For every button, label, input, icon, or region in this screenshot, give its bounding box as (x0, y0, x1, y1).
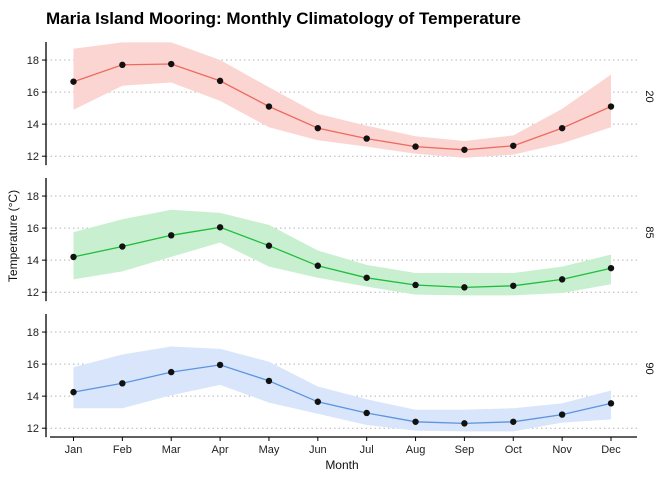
x-tick-label: Sep (455, 444, 475, 456)
data-point (314, 124, 322, 132)
x-tick-label: Aug (406, 444, 426, 456)
data-point (70, 253, 77, 261)
series-line (73, 63, 612, 151)
facet-panel-20: 12 14 16 18 20 (27, 42, 655, 166)
data-point (510, 418, 517, 425)
data-point (216, 361, 224, 369)
x-tick-label: Dec (601, 444, 621, 456)
data-point (461, 420, 468, 427)
data-point (265, 103, 273, 110)
y-tick-label: 14 (27, 119, 39, 131)
data-point (216, 224, 224, 231)
data-point (119, 380, 126, 387)
data-point (363, 409, 370, 417)
data-point (558, 411, 566, 418)
y-tick-label: 18 (27, 327, 39, 339)
data-point (119, 243, 126, 250)
y-tick-label: 12 (27, 423, 39, 435)
data-point (607, 400, 615, 407)
data-point (558, 124, 566, 132)
x-tick-label: Feb (113, 444, 132, 456)
data-point (607, 264, 615, 272)
data-point (314, 398, 322, 405)
data-point (168, 232, 175, 239)
y-tick-label: 16 (27, 223, 39, 235)
x-tick-label: Jan (65, 444, 83, 456)
facet-label: 90 (643, 362, 655, 374)
data-point (265, 242, 273, 249)
y-tick-label: 12 (27, 287, 39, 299)
data-point (216, 77, 224, 85)
y-axis-title: Temperature (°C) (6, 190, 20, 282)
series-line (73, 364, 612, 425)
x-tick-label: Apr (212, 444, 229, 456)
y-tick-label: 16 (27, 359, 39, 371)
data-point (510, 282, 517, 289)
x-axis: Jan Feb Mar Apr May Jun Jul Aug Sep Oct Nov Dec (50, 436, 637, 456)
data-point (558, 276, 566, 283)
data-point (265, 377, 273, 385)
y-tick-label: 18 (27, 191, 39, 203)
data-point (363, 274, 370, 281)
data-point (168, 60, 175, 68)
data-point (412, 143, 419, 150)
x-tick-label: Mar (162, 444, 181, 456)
series-line (73, 226, 612, 289)
confidence-band (73, 209, 611, 296)
data-point (461, 284, 468, 291)
y-tick-label: 14 (27, 391, 39, 403)
facet-panels: 12 14 16 18 20 12 14 16 18 85 12 14 16 18 90 (27, 42, 655, 438)
x-axis-title: Month (325, 458, 358, 472)
y-tick-label: 18 (27, 55, 39, 67)
data-point (70, 388, 77, 396)
data-point (607, 103, 615, 110)
x-tick-label: Jul (360, 444, 374, 456)
data-point (119, 61, 126, 69)
data-point (363, 135, 370, 142)
data-point (168, 368, 175, 376)
x-tick-label: Oct (505, 444, 522, 456)
y-tick-label: 16 (27, 87, 39, 99)
confidence-band (73, 346, 611, 432)
facet-label: 20 (643, 90, 655, 102)
confidence-band (73, 42, 611, 158)
facet-panel-85: 12 14 16 18 85 (27, 178, 655, 302)
facet-panel-90: 12 14 16 18 90 (27, 314, 655, 438)
data-point (510, 142, 517, 149)
x-tick-label: May (259, 444, 280, 456)
data-point (314, 262, 322, 269)
y-tick-label: 14 (27, 255, 39, 267)
data-point (461, 146, 468, 153)
facet-label: 85 (643, 226, 655, 238)
chart-title: Maria Island Mooring: Monthly Climatolog… (46, 9, 521, 28)
x-tick-label: Jun (309, 444, 327, 456)
y-tick-label: 12 (27, 151, 39, 163)
data-point (412, 281, 419, 289)
x-tick-label: Nov (552, 444, 572, 456)
data-point (412, 418, 419, 425)
data-point (70, 78, 77, 85)
